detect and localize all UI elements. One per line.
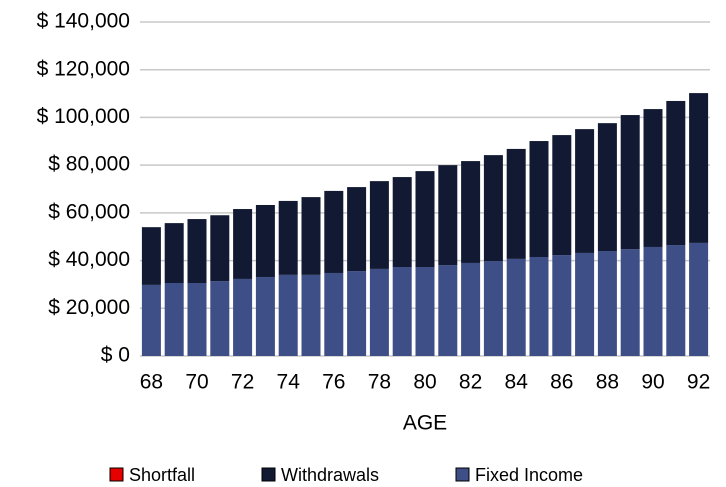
bar-segment — [597, 123, 617, 252]
bar-segment — [643, 109, 663, 247]
bar-segment — [369, 268, 389, 356]
bar-segment — [666, 100, 686, 246]
legend-swatch — [109, 467, 124, 482]
bar-segment — [392, 267, 412, 356]
x-tick-label: 72 — [231, 371, 254, 394]
bar-segment — [301, 274, 321, 356]
bar-segment — [506, 258, 526, 356]
bar-segment — [210, 215, 230, 282]
bar-segment — [666, 245, 686, 356]
bar-segment — [552, 255, 572, 356]
x-tick-label: 92 — [687, 371, 710, 394]
y-tick-label: $ 80,000 — [48, 153, 130, 176]
legend-swatch — [455, 467, 470, 482]
bar-segment — [415, 171, 435, 268]
x-tick-label: 78 — [368, 371, 391, 394]
bar-segment — [210, 281, 230, 356]
legend-label: Withdrawals — [281, 465, 379, 485]
y-tick-label: $ 0 — [101, 344, 130, 367]
bar-segment — [575, 129, 595, 253]
bar-segment — [529, 141, 549, 257]
y-tick-label: $ 140,000 — [37, 10, 130, 33]
bar-segment — [324, 190, 344, 273]
bar-segment — [164, 223, 184, 283]
x-tick-label: 88 — [596, 371, 619, 394]
bar-segment — [187, 219, 207, 283]
y-tick-label: $ 100,000 — [37, 105, 130, 128]
bar-segment — [689, 242, 709, 356]
x-axis-label: AGE — [403, 412, 447, 435]
y-tick-label: $ 60,000 — [48, 200, 130, 223]
bar-segment — [141, 227, 161, 285]
x-tick-label: 82 — [459, 371, 482, 394]
bar-segment — [461, 161, 481, 263]
x-tick-label: 90 — [641, 371, 664, 394]
bar-segment — [141, 284, 161, 356]
bar-segment — [483, 261, 503, 356]
bar-segment — [301, 197, 321, 275]
legend-swatch — [261, 467, 276, 482]
legend-label: Shortfall — [129, 465, 195, 485]
bar-segment — [438, 265, 458, 356]
bar-segment — [392, 177, 412, 268]
x-tick-label: 68 — [140, 371, 163, 394]
x-tick-label: 86 — [550, 371, 573, 394]
bar-segment — [347, 271, 367, 356]
bar-segment — [575, 252, 595, 356]
bar-segment — [461, 262, 481, 356]
bar-segment — [233, 278, 253, 356]
x-tick-label: 80 — [413, 371, 436, 394]
bar-segment — [233, 209, 253, 279]
y-tick-label: $ 40,000 — [48, 248, 130, 271]
bar-segment — [255, 277, 275, 356]
bar-segment — [164, 282, 184, 356]
bar-segment — [438, 165, 458, 266]
bar-segment — [278, 274, 298, 356]
y-tick-label: $ 120,000 — [37, 57, 130, 80]
bar-segment — [187, 282, 207, 356]
bar-segment — [369, 181, 389, 269]
bar-segment — [255, 204, 275, 278]
x-tick-label: 74 — [277, 371, 301, 394]
bar-segment — [506, 148, 526, 259]
x-tick-label: 76 — [322, 371, 345, 394]
bar-segment — [620, 249, 640, 356]
bar-segment — [643, 246, 663, 356]
bar-segment — [415, 267, 435, 356]
bar-segment — [620, 115, 640, 250]
bar-segment — [483, 155, 503, 262]
bar-segment — [347, 187, 367, 272]
x-tick-label: 84 — [505, 371, 529, 394]
bar-segment — [278, 200, 298, 275]
bar-segment — [529, 256, 549, 356]
bar-segment — [552, 135, 572, 256]
bar-segment — [689, 93, 709, 243]
y-tick-label: $ 20,000 — [48, 296, 130, 319]
x-tick-label: 70 — [185, 371, 208, 394]
legend-label: Fixed Income — [475, 465, 583, 485]
bar-segment — [324, 272, 344, 356]
bar-segment — [597, 251, 617, 356]
